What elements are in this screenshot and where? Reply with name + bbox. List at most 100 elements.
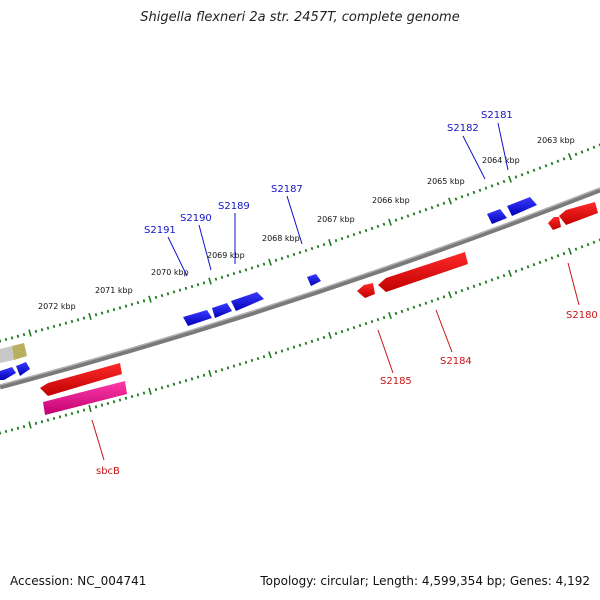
minor-tick <box>274 351 278 355</box>
minor-tick <box>130 302 134 306</box>
gene-block <box>12 343 27 360</box>
gene-arrow <box>16 362 30 376</box>
major-tick <box>268 258 272 266</box>
minor-tick <box>406 214 410 218</box>
minor-tick <box>22 333 26 337</box>
gene-arrow <box>548 217 561 230</box>
minor-tick <box>292 345 296 349</box>
minor-tick <box>376 317 380 322</box>
minor-tick <box>556 254 560 258</box>
gene-arrow-sbcB <box>43 381 127 415</box>
minor-tick <box>430 205 434 210</box>
minor-tick <box>40 328 44 332</box>
minor-tick <box>154 295 158 299</box>
gene-label-s2182[interactable]: S2182 <box>447 123 479 134</box>
minor-tick <box>502 179 506 184</box>
minor-tick <box>406 307 410 312</box>
minor-tick <box>112 308 116 312</box>
minor-tick <box>262 355 266 359</box>
minor-tick <box>76 410 80 414</box>
minor-tick <box>376 224 380 229</box>
gene-label-s2191[interactable]: S2191 <box>144 225 176 236</box>
minor-tick <box>574 152 578 156</box>
minor-tick <box>130 394 134 399</box>
scale-label: 2070 kbp <box>151 268 189 277</box>
gene-label-s2180[interactable]: S2180 <box>566 310 598 321</box>
gene-label-s2184[interactable]: S2184 <box>440 356 472 367</box>
minor-tick <box>436 297 440 301</box>
minor-tick <box>424 207 428 212</box>
minor-tick <box>412 305 416 309</box>
minor-tick <box>94 405 98 409</box>
minor-tick <box>304 248 308 253</box>
minor-tick <box>250 358 254 363</box>
minor-tick <box>100 311 104 315</box>
minor-tick <box>52 416 56 421</box>
minor-tick <box>322 243 326 247</box>
minor-tick <box>220 368 224 372</box>
minor-tick <box>256 357 260 361</box>
minor-tick <box>10 336 14 340</box>
genome-backbone-highlight <box>0 187 600 386</box>
gene-arrow <box>507 197 537 216</box>
minor-tick <box>514 269 518 273</box>
genome-backbone <box>0 187 600 390</box>
minor-tick <box>178 380 182 385</box>
minor-tick <box>430 299 434 303</box>
minor-tick <box>136 393 140 397</box>
minor-tick <box>10 428 14 432</box>
minor-tick <box>58 323 62 327</box>
minor-tick <box>580 150 584 154</box>
minor-tick <box>490 278 494 282</box>
minor-tick <box>466 286 470 291</box>
gene-label-sbcB[interactable]: sbcB <box>96 466 120 477</box>
major-tick <box>268 351 272 359</box>
minor-tick <box>196 375 200 379</box>
minor-tick <box>526 265 530 269</box>
minor-tick <box>544 258 548 262</box>
major-tick <box>88 404 92 413</box>
gene-label-s2185[interactable]: S2185 <box>380 376 412 387</box>
minor-tick <box>538 260 542 265</box>
scale-label: 2072 kbp <box>38 302 76 311</box>
minor-tick <box>472 190 476 195</box>
minor-tick <box>118 306 122 310</box>
minor-tick <box>400 216 404 220</box>
gene-label-s2189[interactable]: S2189 <box>218 201 250 212</box>
major-tick <box>148 387 152 395</box>
major-tick <box>448 197 452 205</box>
minor-tick <box>382 222 386 226</box>
gene-arrow <box>183 310 212 326</box>
minor-tick <box>562 251 566 256</box>
minor-tick <box>214 277 218 281</box>
minor-tick <box>514 175 518 179</box>
minor-tick <box>310 246 314 251</box>
scale-label: 2071 kbp <box>95 286 133 295</box>
minor-tick <box>442 295 446 299</box>
minor-tick <box>322 335 326 340</box>
major-tick <box>28 421 32 429</box>
minor-tick <box>202 373 206 377</box>
minor-tick <box>304 341 308 345</box>
minor-tick <box>394 218 398 222</box>
minor-tick <box>280 349 284 353</box>
minor-tick <box>262 262 266 266</box>
minor-tick <box>502 273 506 278</box>
minor-tick <box>124 304 128 308</box>
scale-label: 2063 kbp <box>537 136 575 145</box>
minor-tick <box>520 267 524 271</box>
gene-label-s2181[interactable]: S2181 <box>481 110 513 121</box>
minor-tick <box>82 316 86 320</box>
scale-label: 2068 kbp <box>262 234 300 243</box>
minor-tick <box>394 311 398 316</box>
gene-arrow <box>212 303 232 318</box>
minor-tick <box>166 384 170 388</box>
gene-label-s2190[interactable]: S2190 <box>180 213 212 224</box>
minor-tick <box>496 182 500 186</box>
minor-tick <box>34 421 38 425</box>
major-tick <box>28 329 32 337</box>
gene-label-s2187[interactable]: S2187 <box>271 184 303 195</box>
gene-arrow <box>378 252 468 292</box>
minus-gene-leaders <box>91 262 580 461</box>
